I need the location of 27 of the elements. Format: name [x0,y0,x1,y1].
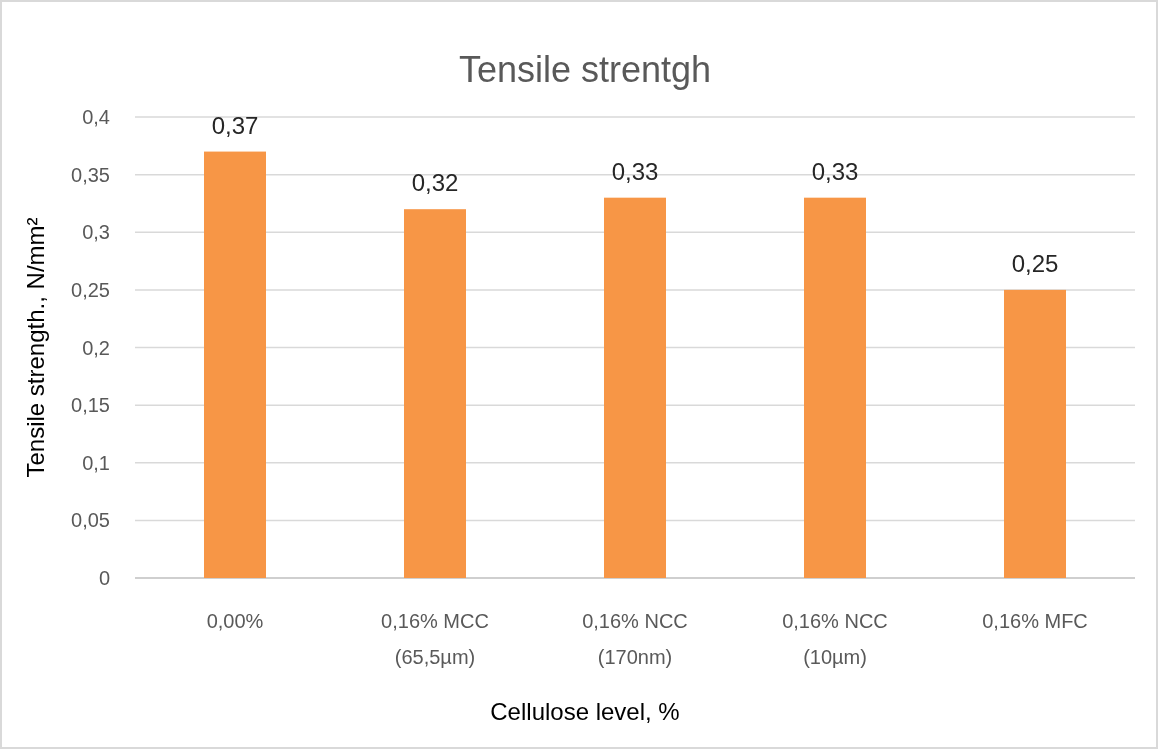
bar [404,209,466,578]
y-tick-label: 0,15 [71,394,110,417]
y-tick-label: 0,1 [82,451,110,474]
y-tick-label: 0,25 [71,278,110,301]
data-label: 0,25 [1011,249,1059,277]
x-axis-title: Cellulose level, % [490,698,680,725]
y-tick-label: 0,05 [71,509,110,532]
y-tick-label: 0,2 [82,336,110,359]
x-tick-label: 0,16% NCC (10µm) [782,610,888,668]
y-tick-label: 0 [98,567,110,589]
y-axis-title: Tensile strength., N/mm² [22,217,49,478]
bar [1004,289,1066,578]
bar [804,197,866,578]
bar [604,197,666,578]
data-label: 0,33 [811,157,859,185]
x-tick-label: 0,16% NCC (170nm) [582,610,688,668]
data-label: 0,32 [411,169,459,197]
x-tick-label: 0,16% MFC [982,610,1088,632]
bar [204,151,266,578]
y-tick-label: 0,4 [82,106,110,128]
x-tick-label: 0,16% MCC (65,5µm) [381,610,489,668]
data-label: 0,33 [611,157,659,185]
data-label: 0,37 [211,111,259,139]
y-tick-label: 0,35 [71,163,110,186]
chart-title: Tensile strentgh [458,49,712,90]
x-tick-label: 0,00% [206,610,264,632]
y-tick-label: 0,3 [82,221,110,244]
